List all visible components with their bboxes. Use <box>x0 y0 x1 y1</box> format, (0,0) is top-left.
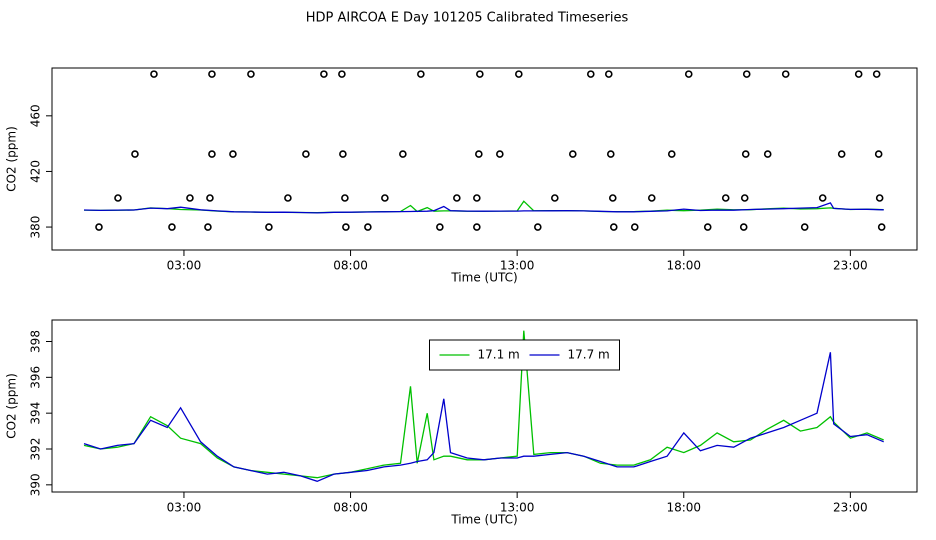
point <box>342 223 350 231</box>
point <box>284 194 292 202</box>
point <box>741 150 750 158</box>
x-tick-label: 03:00 <box>167 501 202 515</box>
x-axis-label: Time (UTC) <box>450 513 517 527</box>
point <box>630 223 639 231</box>
point <box>417 70 425 78</box>
y-tick-label: 420 <box>29 160 43 183</box>
point <box>229 150 237 158</box>
point <box>341 194 349 202</box>
point <box>496 150 504 158</box>
point <box>604 70 613 78</box>
series-line <box>83 352 884 482</box>
point <box>854 70 863 78</box>
point <box>206 194 214 202</box>
point <box>208 150 216 158</box>
plot-frame <box>51 67 918 251</box>
point <box>609 223 618 231</box>
point <box>131 150 139 158</box>
point <box>399 150 407 158</box>
point <box>95 223 103 231</box>
series-line <box>83 202 884 214</box>
legend: 17.1 m 17.7 m <box>429 339 620 371</box>
point <box>781 70 790 78</box>
point <box>608 194 617 202</box>
point <box>739 223 748 231</box>
panel: 03:00 08:00 13:00 18:00 23:00 390 392 394 396 398… <box>5 319 918 527</box>
point <box>168 223 176 231</box>
y-axis-label: CO2 (ppm) <box>5 373 19 439</box>
y-tick-label: 390 <box>29 473 43 496</box>
point <box>453 194 461 202</box>
point <box>475 150 483 158</box>
point <box>473 194 481 202</box>
point <box>877 223 886 231</box>
point <box>667 150 676 158</box>
y-tick-label: 460 <box>29 104 43 127</box>
panel: 03:00 08:00 13:00 18:00 23:00 380 420 460 Time (… <box>5 67 918 285</box>
point <box>473 223 481 231</box>
point <box>114 194 122 202</box>
x-tick-label: 08:00 <box>333 259 368 273</box>
point <box>872 70 881 78</box>
plot-frame <box>51 319 918 493</box>
point <box>186 194 194 202</box>
x-axis-label: Time (UTC) <box>450 271 517 285</box>
point <box>721 194 730 202</box>
point <box>568 150 577 158</box>
x-tick-label: 18:00 <box>666 259 701 273</box>
point <box>150 70 158 78</box>
y-tick-label: 380 <box>29 216 43 239</box>
point <box>742 70 751 78</box>
point <box>364 223 372 231</box>
point <box>204 223 212 231</box>
y-tick-label: 396 <box>29 366 43 389</box>
point <box>265 223 273 231</box>
point <box>684 70 693 78</box>
point <box>436 223 444 231</box>
x-tick-label: 18:00 <box>666 501 701 515</box>
x-tick-label: 13:00 <box>500 259 535 273</box>
point <box>800 223 809 231</box>
legend-label: 17.7 m <box>568 348 610 362</box>
point <box>606 150 615 158</box>
point <box>647 194 656 202</box>
y-axis-label: CO2 (ppm) <box>5 126 19 192</box>
x-tick-label: 13:00 <box>500 501 535 515</box>
legend-label: 17.1 m <box>478 348 520 362</box>
x-tick-label: 23:00 <box>833 501 868 515</box>
point <box>818 194 827 202</box>
point <box>875 194 884 202</box>
point <box>837 150 846 158</box>
point <box>551 194 559 202</box>
point <box>247 70 255 78</box>
point <box>763 150 772 158</box>
point <box>302 150 310 158</box>
point <box>740 194 749 202</box>
point <box>381 194 389 202</box>
y-tick-label: 392 <box>29 438 43 461</box>
figure-title: HDP AIRCOA E Day 101205 Calibrated Times… <box>306 11 629 26</box>
point <box>338 70 346 78</box>
point <box>476 70 484 78</box>
point <box>339 150 347 158</box>
point <box>515 70 523 78</box>
point <box>874 150 883 158</box>
y-tick-label: 398 <box>29 330 43 353</box>
point <box>208 70 216 78</box>
x-tick-label: 03:00 <box>167 259 202 273</box>
x-tick-label: 23:00 <box>833 259 868 273</box>
y-tick-label: 394 <box>29 402 43 425</box>
point <box>320 70 328 78</box>
point <box>586 70 595 78</box>
point <box>534 223 542 231</box>
x-tick-label: 08:00 <box>333 501 368 515</box>
point <box>703 223 712 231</box>
